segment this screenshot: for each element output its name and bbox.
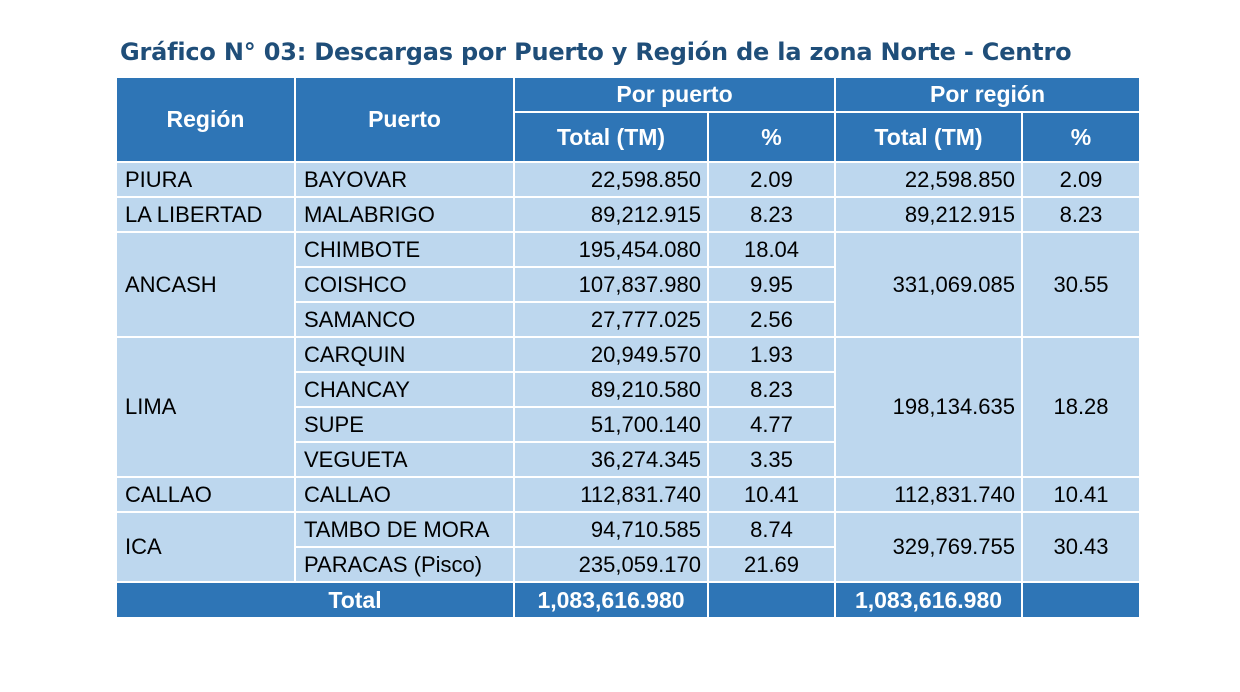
header-puerto: Puerto (294, 76, 515, 163)
port-total-cell: 89,210.580 (513, 371, 709, 408)
port-cell: MALABRIGO (294, 196, 515, 233)
header-region-pct: % (1020, 111, 1142, 163)
port-cell: SAMANCO (294, 301, 515, 338)
port-total-cell: 107,837.980 (513, 266, 709, 303)
port-total-cell: 36,274.345 (513, 441, 709, 478)
port-pct-cell: 3.35 (707, 441, 836, 478)
table-row: VEGUETA 36,274.345 3.35 (116, 441, 1140, 478)
port-cell: VEGUETA (294, 441, 515, 478)
table-row: PARACAS (Pisco) 235,059.170 21.69 (116, 546, 1140, 583)
region-cell: PIURA (115, 161, 296, 198)
port-pct-cell: 10.41 (707, 476, 836, 513)
table-row: COISHCO 107,837.980 9.95 (116, 266, 1140, 303)
table-row: ANCASH CHIMBOTE 195,454.080 18.04 331,069.08… (115, 231, 1142, 338)
region-total-cell: 331,069.085 (834, 231, 1023, 338)
port-cell: PARACAS (Pisco) (294, 546, 515, 583)
port-cell: CARQUIN (294, 336, 515, 373)
port-cell: CALLAO (294, 476, 515, 513)
table-row: LA LIBERTAD MALABRIGO 89,212.915 8.23 89,212… (115, 196, 1142, 233)
region-cell: CALLAO (115, 476, 296, 513)
header-por-region: Por región (833, 76, 1142, 113)
port-pct-cell: 4.77 (707, 406, 836, 443)
region-cell: LIMA (115, 336, 296, 478)
table-row: SAMANCO 27,777.025 2.56 (116, 301, 1140, 338)
port-total-cell: 195,454.080 (513, 231, 709, 268)
header-puerto-total: Total (TM) (513, 111, 709, 163)
table-row: SUPE 51,700.140 4.77 (116, 406, 1140, 443)
port-cell: CHIMBOTE (294, 231, 515, 268)
port-total-cell: 235,059.170 (513, 546, 709, 583)
region-total-cell: 329,769.755 (834, 511, 1023, 583)
table-row: CHANCAY 89,210.580 8.23 (116, 371, 1140, 408)
port-pct-cell: 1.93 (707, 336, 836, 373)
port-cell: COISHCO (294, 266, 515, 303)
region-cell: ICA (115, 511, 296, 583)
port-cell: CHANCAY (294, 371, 515, 408)
total-por-region-pct (1020, 581, 1142, 619)
port-cell: SUPE (294, 406, 515, 443)
page-title: Gráfico N° 03: Descargas por Puerto y Re… (120, 38, 1072, 66)
region-total-cell: 112,831.740 (834, 476, 1023, 513)
port-pct-cell: 8.74 (707, 511, 836, 548)
region-pct-cell: 10.41 (1020, 476, 1142, 513)
region-total-cell: 198,134.635 (834, 336, 1023, 478)
header-puerto-pct: % (707, 111, 836, 163)
region-total-cell: 89,212.915 (834, 196, 1023, 233)
header-region: Región (115, 76, 296, 163)
port-pct-cell: 2.56 (707, 301, 836, 338)
port-cell: BAYOVAR (294, 161, 515, 198)
port-cell: TAMBO DE MORA (294, 511, 515, 548)
port-total-cell: 94,710.585 (513, 511, 709, 548)
descargas-table: Región Puerto Por puerto Por región Tota… (115, 76, 1142, 619)
region-pct-cell: 30.55 (1020, 231, 1142, 338)
region-pct-cell: 18.28 (1020, 336, 1142, 478)
table-row: PIURA BAYOVAR 22,598.850 2.09 22,598.850 2.09 (115, 161, 1142, 198)
port-total-cell: 22,598.850 (513, 161, 709, 198)
port-pct-cell: 8.23 (707, 371, 836, 408)
table-body: PIURA BAYOVAR 22,598.850 2.09 22,598.850 2.09… (115, 161, 1142, 583)
port-total-cell: 89,212.915 (513, 196, 709, 233)
region-cell: LA LIBERTAD (115, 196, 296, 233)
port-total-cell: 112,831.740 (513, 476, 709, 513)
header-por-puerto: Por puerto (513, 76, 836, 113)
total-por-puerto-pct (707, 581, 836, 619)
port-pct-cell: 2.09 (707, 161, 836, 198)
table-row: ICA TAMBO DE MORA 94,710.585 8.74 329,769.75… (115, 511, 1142, 583)
region-total-cell: 22,598.850 (834, 161, 1023, 198)
port-pct-cell: 9.95 (707, 266, 836, 303)
table-row: LIMA CARQUIN 20,949.570 1.93 198,134.635 18.2… (115, 336, 1142, 478)
port-total-cell: 51,700.140 (513, 406, 709, 443)
port-pct-cell: 18.04 (707, 231, 836, 268)
region-pct-cell: 30.43 (1020, 511, 1142, 583)
region-pct-cell: 8.23 (1020, 196, 1142, 233)
port-pct-cell: 8.23 (707, 196, 836, 233)
total-por-puerto: 1,083,616.980 (513, 581, 709, 619)
port-total-cell: 20,949.570 (513, 336, 709, 373)
total-por-region: 1,083,616.980 (834, 581, 1023, 619)
header-region-total: Total (TM) (834, 111, 1023, 163)
region-cell: ANCASH (115, 231, 296, 338)
table-row: CALLAO CALLAO 112,831.740 10.41 112,831.740 1… (115, 476, 1142, 513)
port-pct-cell: 21.69 (707, 546, 836, 583)
region-pct-cell: 2.09 (1020, 161, 1142, 198)
total-label: Total (115, 581, 515, 619)
port-total-cell: 27,777.025 (513, 301, 709, 338)
